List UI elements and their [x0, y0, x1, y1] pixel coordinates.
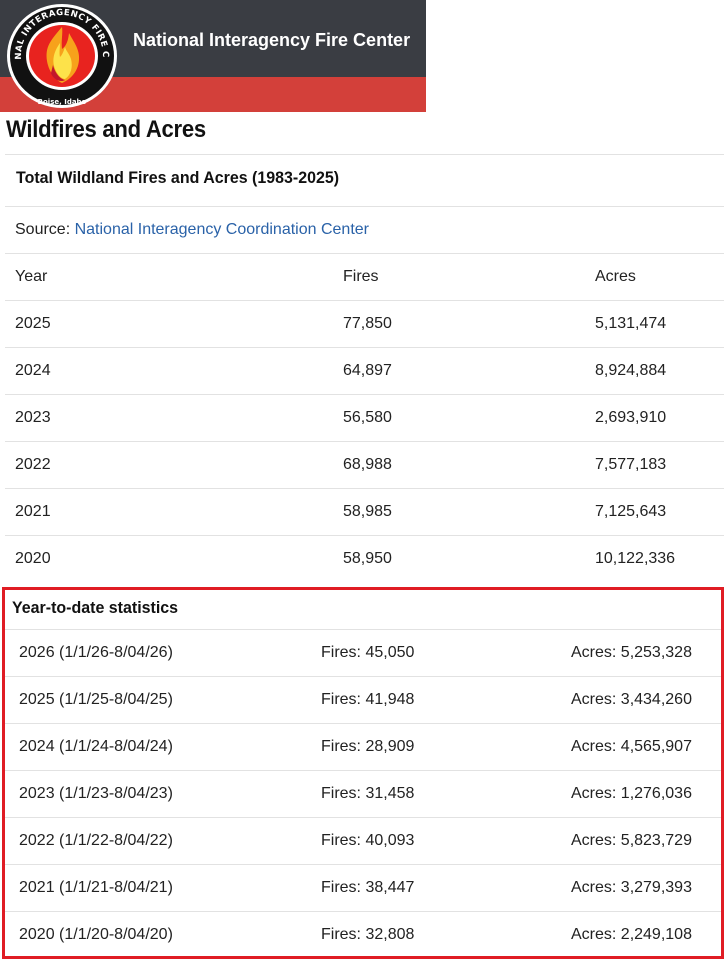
table-caption: Total Wildland Fires and Acres (1983-202… — [16, 168, 340, 187]
column-header-fires: Fires — [343, 268, 379, 285]
total-fires-table: Total Wildland Fires and Acres (1983-202… — [5, 154, 724, 582]
ytd-fires-cell: Fires: 32,808 — [321, 926, 415, 943]
year-cell: 2024 — [15, 362, 51, 379]
ytd-acres-cell: Acres: 3,279,393 — [571, 879, 692, 896]
ytd-title: Year-to-date statistics — [12, 598, 179, 617]
site-title[interactable]: National Interagency Fire Center — [133, 30, 411, 50]
ytd-period-cell: 2023 (1/1/23-8/04/23) — [19, 785, 173, 802]
year-cell: 2020 — [15, 550, 51, 567]
acres-cell: 8,924,884 — [595, 362, 667, 379]
ytd-highlight-box: Year-to-date statistics 2026 (1/1/26-8/0… — [2, 587, 724, 959]
table-caption-row: Total Wildland Fires and Acres (1983-202… — [5, 154, 724, 206]
table-row: 2023 56,580 2,693,910 — [5, 394, 724, 441]
ytd-period-cell: 2020 (1/1/20-8/04/20) — [19, 926, 173, 943]
ytd-table: 2026 (1/1/26-8/04/26) Fires: 45,050 Acre… — [5, 629, 721, 958]
ytd-acres-cell: Acres: 5,253,328 — [571, 644, 692, 661]
site-header: NATIONAL INTERAGENCY FIRE CENTER Boise, … — [0, 0, 426, 112]
ytd-row: 2025 (1/1/25-8/04/25) Fires: 41,948 Acre… — [5, 676, 721, 723]
ytd-period-cell: 2026 (1/1/26-8/04/26) — [19, 644, 173, 661]
table-row: 2024 64,897 8,924,884 — [5, 347, 724, 394]
fires-cell: 58,950 — [343, 550, 392, 567]
table-row: 2022 68,988 7,577,183 — [5, 441, 724, 488]
ytd-acres-cell: Acres: 3,434,260 — [571, 691, 692, 708]
acres-cell: 5,131,474 — [595, 315, 667, 332]
ytd-acres-cell: Acres: 5,823,729 — [571, 832, 692, 849]
table-header-row: Year Fires Acres — [5, 253, 724, 300]
ytd-fires-cell: Fires: 28,909 — [321, 738, 415, 755]
logo-ring-text-bottom: Boise, Idaho — [38, 98, 87, 106]
ytd-period-cell: 2021 (1/1/21-8/04/21) — [19, 879, 173, 896]
ytd-fires-cell: Fires: 31,458 — [321, 785, 415, 802]
ytd-row: 2020 (1/1/20-8/04/20) Fires: 32,808 Acre… — [5, 911, 721, 958]
ytd-row: 2021 (1/1/21-8/04/21) Fires: 38,447 Acre… — [5, 864, 721, 911]
ytd-fires-cell: Fires: 38,447 — [321, 879, 415, 896]
column-header-year: Year — [15, 268, 48, 285]
source-row: Source: National Interagency Coordinatio… — [5, 206, 724, 253]
fires-cell: 58,985 — [343, 503, 392, 520]
acres-cell: 7,125,643 — [595, 503, 667, 520]
year-cell: 2021 — [15, 503, 51, 520]
source-line: Source: National Interagency Coordinatio… — [15, 207, 369, 253]
ytd-period-cell: 2025 (1/1/25-8/04/25) — [19, 691, 173, 708]
ytd-period-cell: 2022 (1/1/22-8/04/22) — [19, 832, 173, 849]
ytd-acres-cell: Acres: 4,565,907 — [571, 738, 692, 755]
ytd-row: 2022 (1/1/22-8/04/22) Fires: 40,093 Acre… — [5, 817, 721, 864]
acres-cell: 2,693,910 — [595, 409, 667, 426]
source-link[interactable]: National Interagency Coordination Center — [74, 221, 369, 238]
source-label: Source: — [15, 221, 75, 238]
table-row: 2021 58,985 7,125,643 — [5, 488, 724, 535]
table-row: 2025 77,850 5,131,474 — [5, 300, 724, 347]
table-row: 2020 58,950 10,122,336 — [5, 535, 724, 582]
ytd-fires-cell: Fires: 41,948 — [321, 691, 415, 708]
column-header-acres: Acres — [595, 268, 636, 285]
page-title: Wildfires and Acres — [6, 116, 206, 143]
year-cell: 2022 — [15, 456, 51, 473]
fires-cell: 68,988 — [343, 456, 392, 473]
fires-cell: 77,850 — [343, 315, 392, 332]
nifc-logo-icon[interactable]: NATIONAL INTERAGENCY FIRE CENTER Boise, … — [5, 3, 119, 109]
ytd-row: 2026 (1/1/26-8/04/26) Fires: 45,050 Acre… — [5, 629, 721, 676]
ytd-row: 2024 (1/1/24-8/04/24) Fires: 28,909 Acre… — [5, 723, 721, 770]
year-cell: 2025 — [15, 315, 51, 332]
ytd-period-cell: 2024 (1/1/24-8/04/24) — [19, 738, 173, 755]
ytd-acres-cell: Acres: 2,249,108 — [571, 926, 692, 943]
year-cell: 2023 — [15, 409, 51, 426]
ytd-fires-cell: Fires: 40,093 — [321, 832, 415, 849]
fires-cell: 56,580 — [343, 409, 392, 426]
ytd-acres-cell: Acres: 1,276,036 — [571, 785, 692, 802]
acres-cell: 7,577,183 — [595, 456, 667, 473]
ytd-row: 2023 (1/1/23-8/04/23) Fires: 31,458 Acre… — [5, 770, 721, 817]
ytd-fires-cell: Fires: 45,050 — [321, 644, 415, 661]
fires-cell: 64,897 — [343, 362, 392, 379]
acres-cell: 10,122,336 — [595, 550, 676, 567]
